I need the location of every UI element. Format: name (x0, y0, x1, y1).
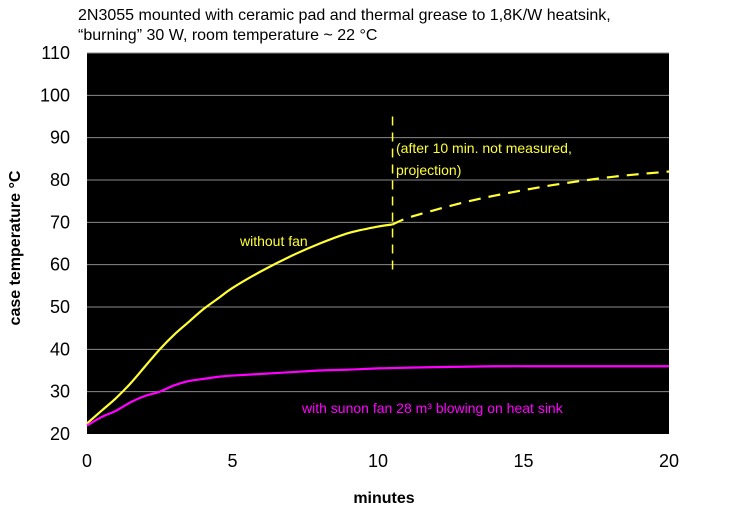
y-axis-ticks: 20 30 40 50 60 70 80 90 100 110 (40, 43, 70, 444)
chart-title-line-2: “burning” 30 W, room temperature ~ 22 °C (78, 27, 377, 44)
x-axis-ticks: 0 5 10 15 20 (82, 451, 679, 471)
annotation-projection-line-2: projection) (396, 162, 461, 178)
x-tick-label-15: 15 (513, 451, 533, 471)
y-tick-label-110: 110 (41, 43, 70, 63)
y-tick-label-60: 60 (50, 255, 70, 275)
y-axis-label: case temperature °C (7, 170, 24, 325)
y-tick-label-50: 50 (50, 297, 70, 317)
annotation-without-fan: without fan (239, 233, 308, 249)
grid (87, 52, 669, 393)
y-tick-label-90: 90 (50, 128, 70, 148)
x-tick-label-20: 20 (659, 451, 679, 471)
x-tick-label-5: 5 (227, 451, 237, 471)
plot-background (87, 53, 669, 434)
x-tick-label-10: 10 (368, 451, 388, 471)
y-tick-label-30: 30 (50, 382, 70, 402)
y-tick-label-100: 100 (40, 85, 70, 105)
series-line-2 (86, 365, 669, 427)
y-tick-label-80: 80 (50, 170, 70, 190)
annotation-with-fan: with sunon fan 28 m³ blowing on heat sin… (301, 400, 564, 416)
chart-title-line-1: 2N3055 mounted with ceramic pad and ther… (78, 7, 611, 24)
y-tick-label-40: 40 (50, 339, 70, 359)
y-tick-label-70: 70 (50, 212, 70, 232)
x-tick-label-0: 0 (82, 451, 92, 471)
annotation-projection-line-1: (after 10 min. not measured, (396, 140, 572, 156)
series-line-0 (86, 223, 393, 425)
x-axis-label: minutes (353, 490, 414, 507)
series-group (86, 170, 670, 427)
y-tick-label-20: 20 (50, 424, 70, 444)
